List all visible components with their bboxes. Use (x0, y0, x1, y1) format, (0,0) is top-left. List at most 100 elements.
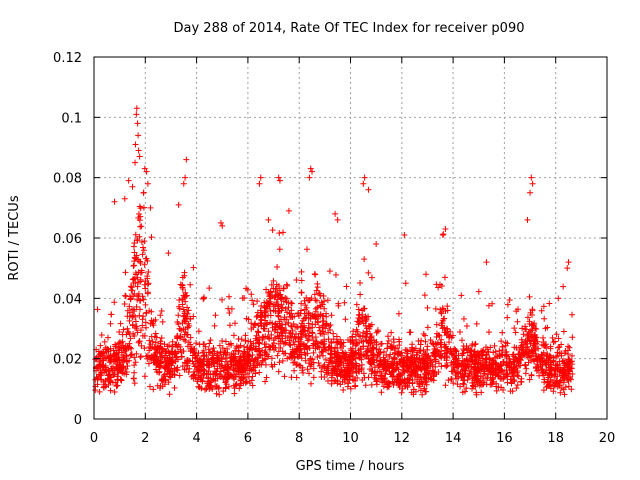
data-point (297, 346, 304, 353)
data-point (462, 364, 469, 371)
data-point (320, 292, 327, 299)
data-point (139, 322, 146, 329)
data-point (561, 364, 568, 371)
data-point (418, 378, 425, 385)
data-point (318, 368, 325, 375)
data-point (322, 356, 329, 363)
data-point (442, 225, 449, 232)
data-point (107, 345, 114, 352)
data-point (508, 364, 515, 371)
data-point (334, 339, 341, 346)
data-point (486, 355, 493, 362)
data-point (138, 269, 145, 276)
data-point (524, 216, 531, 223)
data-point (423, 271, 430, 278)
data-point (169, 343, 176, 350)
data-point (133, 303, 140, 310)
data-point (139, 316, 146, 323)
data-point (299, 331, 306, 338)
data-point (322, 320, 329, 327)
data-point (140, 189, 147, 196)
data-point (134, 237, 141, 244)
data-point (365, 356, 372, 363)
data-point (121, 370, 128, 377)
data-point (211, 370, 218, 377)
data-point (404, 348, 411, 355)
data-point (256, 340, 263, 347)
data-point (245, 373, 252, 380)
data-point (511, 378, 518, 385)
data-point (321, 305, 328, 312)
data-point (98, 332, 105, 339)
data-point (151, 344, 158, 351)
data-point (349, 334, 356, 341)
data-point (433, 334, 440, 341)
data-point (206, 285, 213, 292)
data-point (263, 303, 270, 310)
data-point (327, 351, 334, 358)
data-point (388, 361, 395, 368)
data-point (354, 375, 361, 382)
data-point (435, 284, 442, 291)
data-point (306, 297, 313, 304)
data-point (350, 355, 357, 362)
data-point (230, 332, 237, 339)
data-point (210, 344, 217, 351)
data-point (508, 379, 515, 386)
data-point (334, 356, 341, 363)
data-point (543, 383, 550, 390)
data-point (201, 341, 208, 348)
x-tick-label: 16 (496, 431, 513, 446)
data-point (282, 294, 289, 301)
data-point (128, 287, 135, 294)
data-point (290, 339, 297, 346)
data-point (164, 370, 171, 377)
data-point (179, 320, 186, 327)
data-point (270, 277, 277, 284)
data-point (140, 204, 147, 211)
data-point (293, 276, 300, 283)
data-point (450, 380, 457, 387)
data-point (420, 331, 427, 338)
data-point (165, 366, 172, 373)
data-point (120, 326, 127, 333)
data-point (564, 363, 571, 370)
data-point (258, 316, 265, 323)
data-point (279, 357, 286, 364)
data-point (349, 368, 356, 375)
data-point (279, 330, 286, 337)
data-point (301, 327, 308, 334)
data-point (441, 354, 448, 361)
data-point (453, 355, 460, 362)
data-point (547, 385, 554, 392)
data-point (130, 280, 137, 287)
data-point (540, 339, 547, 346)
data-point (281, 373, 288, 380)
data-point (282, 340, 289, 347)
data-point (219, 296, 226, 303)
data-point (331, 348, 338, 355)
data-point (521, 351, 528, 358)
data-point (277, 344, 284, 351)
data-point (107, 357, 114, 364)
data-point (335, 352, 342, 359)
data-point (196, 384, 203, 391)
data-point (252, 370, 259, 377)
data-point (276, 292, 283, 299)
data-point (307, 355, 314, 362)
data-point (134, 283, 141, 290)
data-point (276, 333, 283, 340)
data-point (361, 305, 368, 312)
data-point (126, 313, 133, 320)
data-point (298, 340, 305, 347)
data-point (130, 330, 137, 337)
data-point (218, 373, 225, 380)
data-point (384, 345, 391, 352)
data-point (377, 341, 384, 348)
data-point (390, 336, 397, 343)
data-point (94, 375, 101, 382)
data-point (265, 328, 272, 335)
data-point (282, 321, 289, 328)
data-point (360, 180, 367, 187)
data-point (454, 368, 461, 375)
